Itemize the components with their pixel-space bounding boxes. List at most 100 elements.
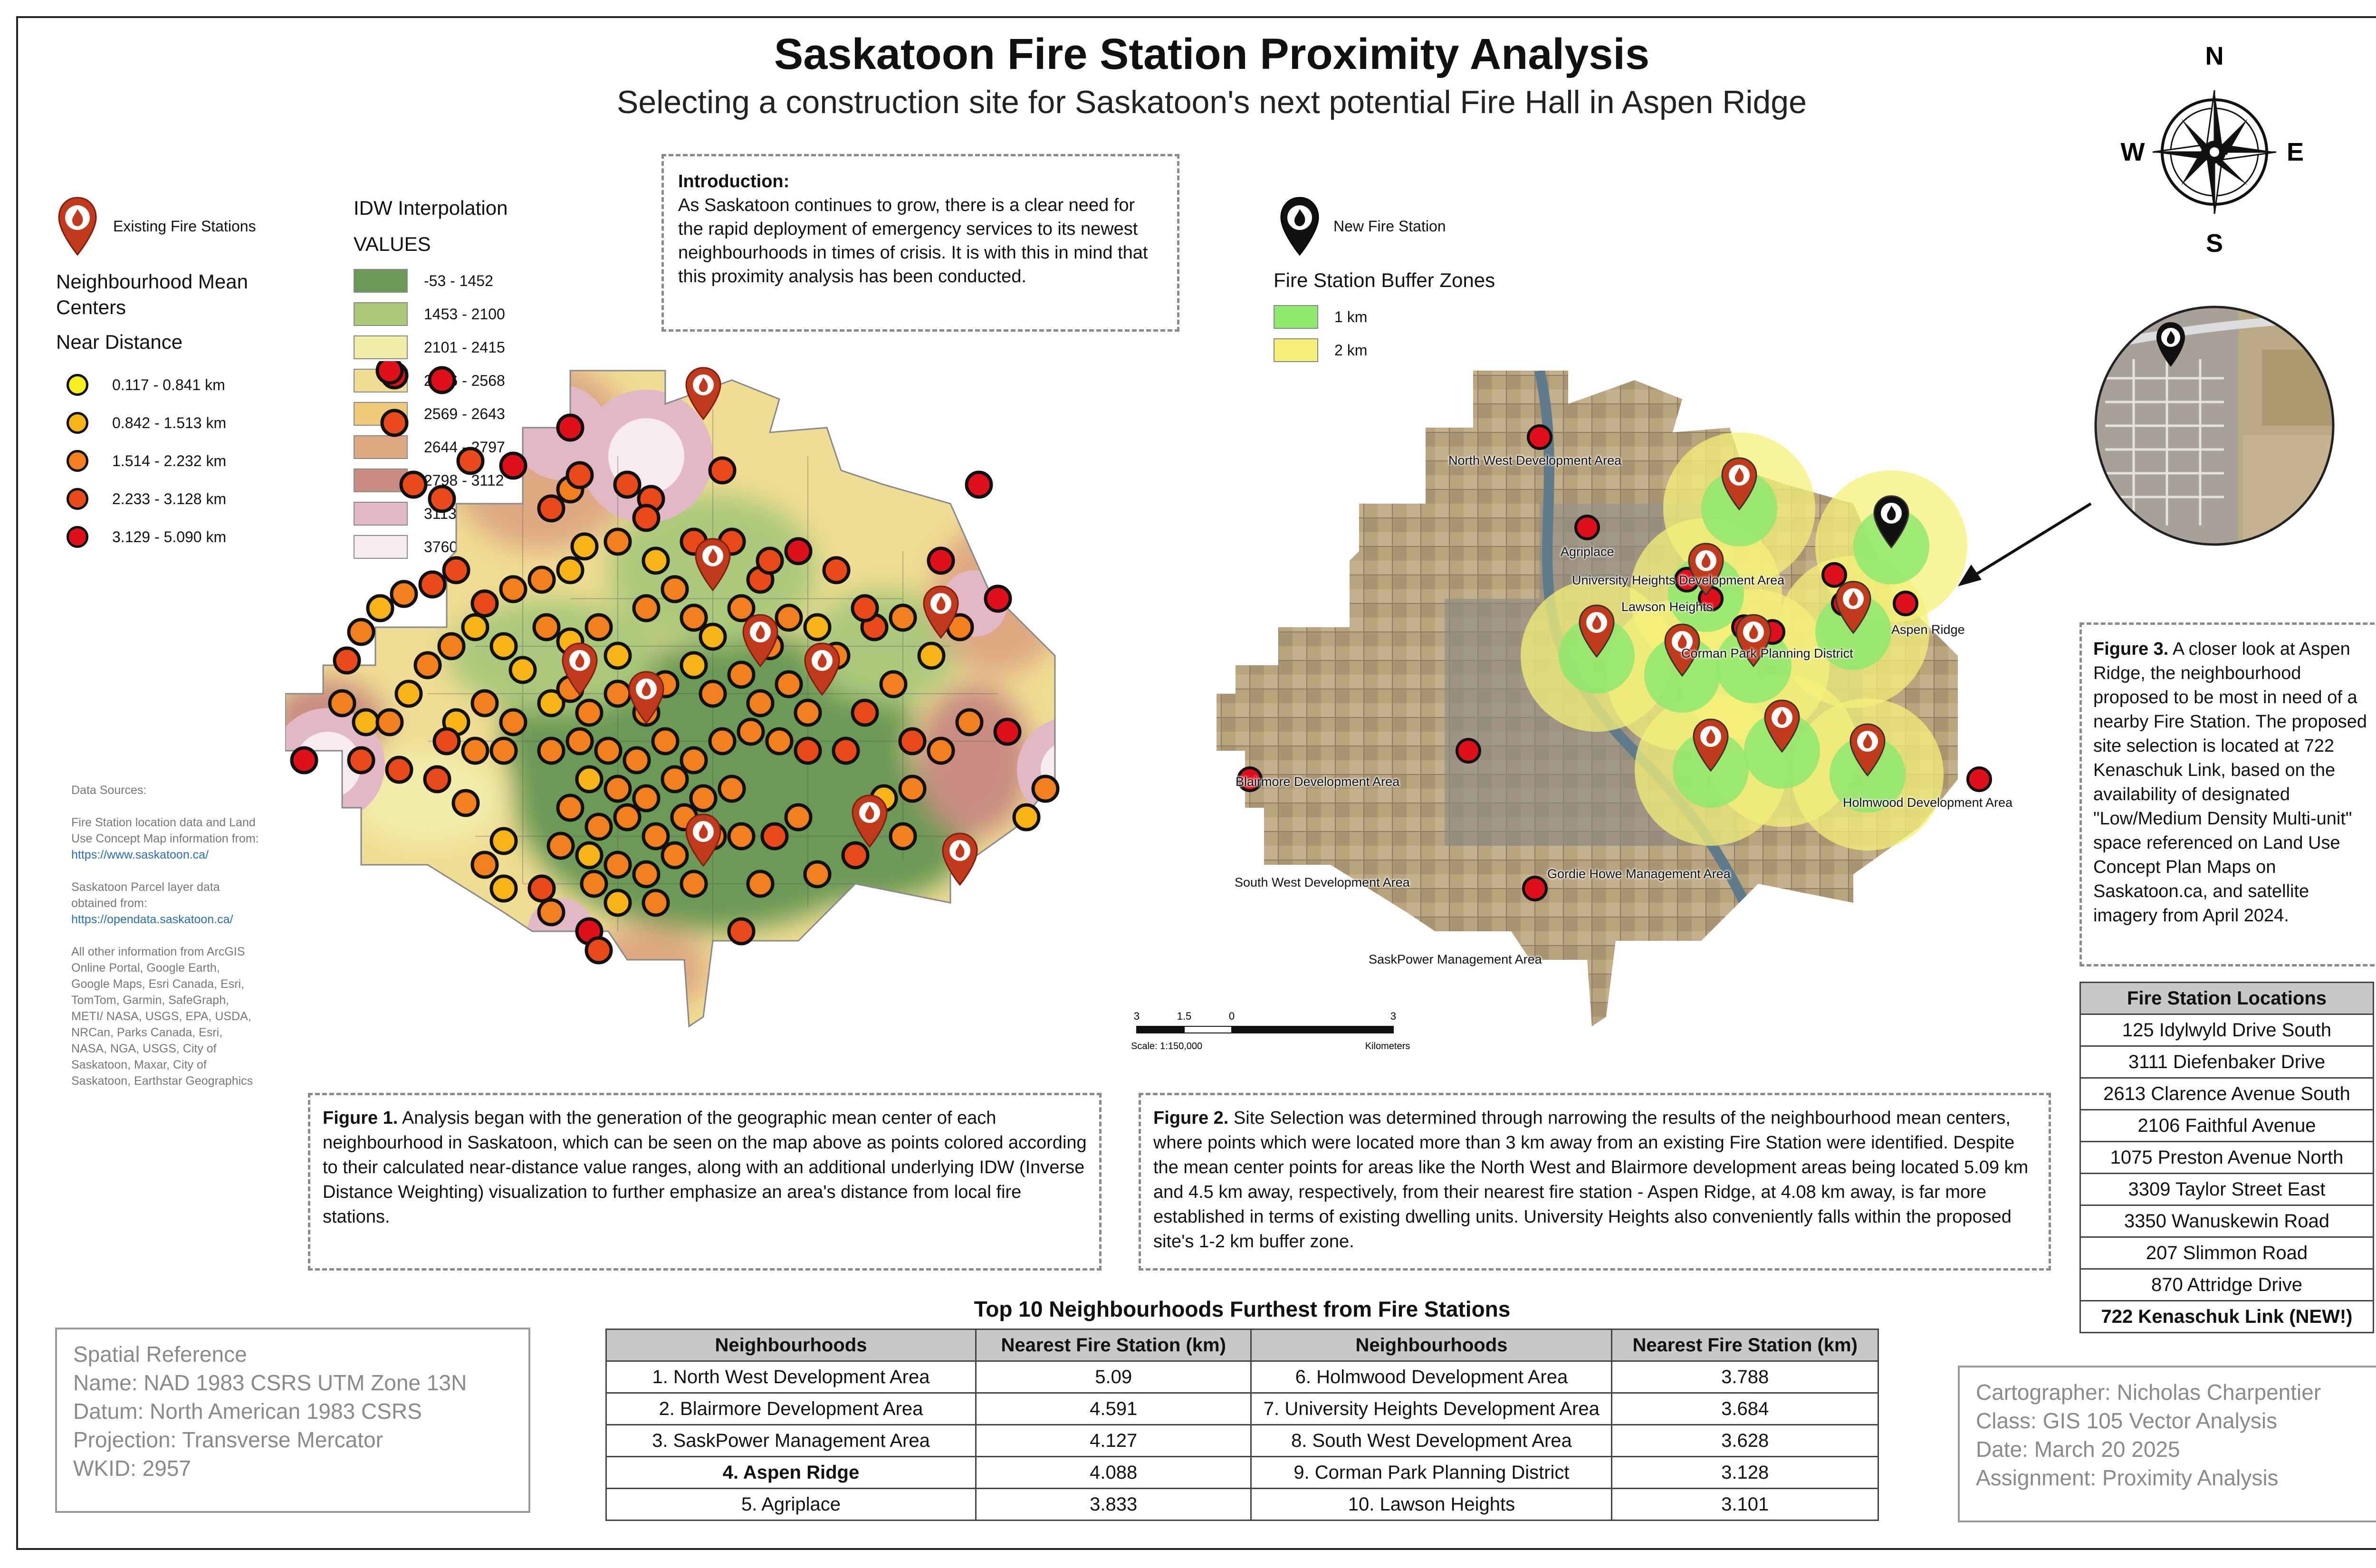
far-center-point[interactable] <box>1574 515 1600 540</box>
mean-center-point[interactable] <box>508 656 537 684</box>
mean-center-point[interactable] <box>1031 774 1060 803</box>
mean-center-point[interactable] <box>632 504 661 532</box>
mean-center-point[interactable] <box>984 584 1012 613</box>
mean-center-point[interactable] <box>965 470 993 499</box>
mean-center-point[interactable] <box>851 594 879 622</box>
mean-center-point[interactable] <box>927 736 955 765</box>
mean-center-point[interactable] <box>794 736 822 765</box>
mean-center-point[interactable] <box>499 708 527 736</box>
mean-center-point[interactable] <box>537 689 565 717</box>
mean-center-point[interactable] <box>333 646 361 675</box>
mean-center-point[interactable] <box>822 556 851 584</box>
mean-center-point[interactable] <box>470 851 499 879</box>
mean-center-point[interactable] <box>803 613 832 641</box>
mean-center-point[interactable] <box>604 641 632 670</box>
mean-center-point[interactable] <box>537 898 565 927</box>
mean-center-point[interactable] <box>352 708 380 736</box>
mean-center-point[interactable] <box>613 470 642 499</box>
mean-center-point[interactable] <box>565 461 594 489</box>
mean-center-point[interactable] <box>570 532 599 561</box>
fire-station-marker[interactable] <box>804 642 840 696</box>
sources-link-2[interactable]: https://opendata.saskatoon.ca/ <box>71 913 233 926</box>
mean-center-point[interactable] <box>651 727 680 755</box>
mean-center-point[interactable] <box>456 447 485 475</box>
mean-center-point[interactable] <box>661 841 689 870</box>
mean-center-point[interactable] <box>489 874 518 903</box>
far-center-point[interactable] <box>1237 766 1263 792</box>
mean-center-point[interactable] <box>879 670 908 698</box>
mean-center-point[interactable] <box>604 851 632 879</box>
mean-center-point[interactable] <box>428 485 456 513</box>
mean-center-point[interactable] <box>632 784 661 813</box>
mean-center-point[interactable] <box>428 366 456 394</box>
mean-center-point[interactable] <box>623 746 651 774</box>
fire-station-marker[interactable] <box>942 832 978 886</box>
fire-station-marker[interactable] <box>1693 718 1729 772</box>
mean-center-point[interactable] <box>727 917 756 946</box>
mean-center-point[interactable] <box>290 746 318 774</box>
mean-center-point[interactable] <box>580 870 608 898</box>
mean-center-point[interactable] <box>366 594 394 622</box>
mean-center-point[interactable] <box>927 546 955 575</box>
mean-center-point[interactable] <box>537 736 565 765</box>
fire-station-marker[interactable] <box>1835 581 1871 634</box>
mean-center-point[interactable] <box>775 603 803 632</box>
mean-center-point[interactable] <box>575 765 604 794</box>
new-fire-station-marker[interactable] <box>1873 495 1909 549</box>
mean-center-point[interactable] <box>399 470 428 499</box>
mean-center-point[interactable] <box>889 603 917 632</box>
mean-center-point[interactable] <box>537 494 565 523</box>
fire-station-marker[interactable] <box>628 671 664 725</box>
far-center-point[interactable] <box>1527 424 1552 450</box>
mean-center-point[interactable] <box>632 860 661 889</box>
mean-center-point[interactable] <box>727 660 756 689</box>
mean-center-point[interactable] <box>889 822 917 851</box>
idw-map[interactable] <box>285 361 1121 1041</box>
mean-center-point[interactable] <box>499 451 527 480</box>
mean-center-point[interactable] <box>437 632 466 660</box>
fire-station-marker[interactable] <box>1688 543 1724 596</box>
mean-center-point[interactable] <box>642 822 670 851</box>
buffer-map[interactable] <box>1207 361 2100 1041</box>
sources-link-1[interactable]: https://www.saskatoon.ca/ <box>71 848 209 861</box>
mean-center-point[interactable] <box>470 689 499 717</box>
fire-station-marker[interactable] <box>923 585 959 639</box>
mean-center-point[interactable] <box>765 727 794 755</box>
mean-center-point[interactable] <box>689 784 718 813</box>
mean-center-point[interactable] <box>680 870 708 898</box>
mean-center-point[interactable] <box>527 874 556 903</box>
mean-center-point[interactable] <box>390 580 418 608</box>
mean-center-point[interactable] <box>784 803 813 832</box>
mean-center-point[interactable] <box>851 698 879 727</box>
mean-center-point[interactable] <box>532 613 561 641</box>
far-center-point[interactable] <box>1893 591 1918 616</box>
mean-center-point[interactable] <box>442 556 470 584</box>
mean-center-point[interactable] <box>565 727 594 755</box>
mean-center-point[interactable] <box>546 832 575 860</box>
fire-station-marker[interactable] <box>1735 614 1772 668</box>
mean-center-point[interactable] <box>718 774 746 803</box>
mean-center-point[interactable] <box>841 841 870 870</box>
mean-center-point[interactable] <box>451 789 480 817</box>
fire-station-marker[interactable] <box>742 614 778 668</box>
mean-center-point[interactable] <box>385 755 413 784</box>
mean-center-point[interactable] <box>898 727 927 755</box>
mean-center-point[interactable] <box>432 727 461 755</box>
fire-station-marker[interactable] <box>695 538 731 592</box>
mean-center-point[interactable] <box>775 670 803 698</box>
mean-center-point[interactable] <box>584 613 613 641</box>
mean-center-point[interactable] <box>489 736 518 765</box>
mean-center-point[interactable] <box>803 860 832 889</box>
mean-center-point[interactable] <box>661 765 689 794</box>
fire-station-marker[interactable] <box>852 794 888 848</box>
mean-center-point[interactable] <box>423 765 451 794</box>
mean-center-point[interactable] <box>527 565 556 594</box>
mean-center-point[interactable] <box>489 827 518 855</box>
mean-center-point[interactable] <box>489 632 518 660</box>
mean-center-point[interactable] <box>470 589 499 618</box>
mean-center-point[interactable] <box>708 456 737 485</box>
fire-station-marker[interactable] <box>1764 699 1800 753</box>
mean-center-point[interactable] <box>737 717 765 746</box>
far-center-point[interactable] <box>1522 876 1548 901</box>
fire-station-marker[interactable] <box>685 367 721 421</box>
